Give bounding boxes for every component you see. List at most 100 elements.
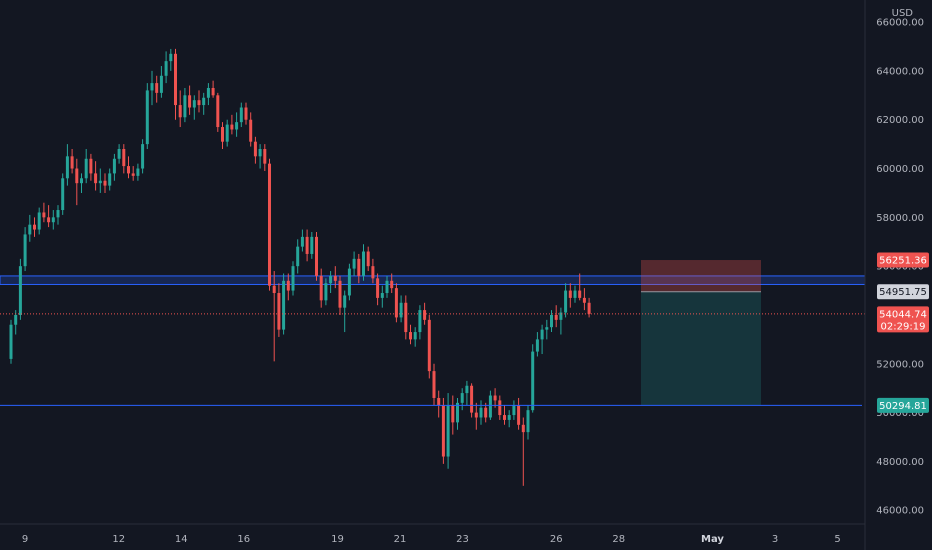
candle-body[interactable] bbox=[33, 224, 36, 230]
candle-body[interactable] bbox=[507, 415, 511, 420]
candle-body[interactable] bbox=[305, 236, 309, 254]
candle-body[interactable] bbox=[89, 158, 93, 174]
candle-body[interactable] bbox=[9, 324, 13, 359]
candle-body[interactable] bbox=[460, 393, 464, 403]
candle-body[interactable] bbox=[206, 87, 210, 98]
candle-body[interactable] bbox=[296, 246, 300, 267]
candle-body[interactable] bbox=[300, 236, 304, 247]
candle-body[interactable] bbox=[277, 293, 281, 330]
candle-body[interactable] bbox=[578, 290, 582, 298]
candle-body[interactable] bbox=[112, 158, 116, 174]
candle-body[interactable] bbox=[127, 166, 130, 174]
candle-body[interactable] bbox=[573, 290, 577, 298]
candle-body[interactable] bbox=[103, 180, 107, 186]
candle-body[interactable] bbox=[512, 405, 516, 416]
candle-body[interactable] bbox=[531, 351, 535, 411]
candle-body[interactable] bbox=[65, 156, 69, 179]
candle-body[interactable] bbox=[376, 278, 380, 298]
candle-body[interactable] bbox=[343, 295, 347, 308]
candle-body[interactable] bbox=[117, 149, 121, 159]
candle-body[interactable] bbox=[244, 107, 248, 120]
candle-body[interactable] bbox=[394, 288, 398, 318]
candle-body[interactable] bbox=[503, 415, 506, 420]
candle-body[interactable] bbox=[409, 332, 412, 340]
candle-body[interactable] bbox=[268, 163, 271, 286]
candle-body[interactable] bbox=[183, 95, 187, 118]
candle-body[interactable] bbox=[526, 410, 530, 433]
candle-body[interactable] bbox=[155, 83, 159, 93]
candle-body[interactable] bbox=[540, 329, 544, 340]
candle-body[interactable] bbox=[56, 210, 60, 218]
candle-body[interactable] bbox=[371, 266, 375, 279]
candle-body[interactable] bbox=[470, 385, 474, 413]
candle-body[interactable] bbox=[150, 83, 154, 91]
candle-body[interactable] bbox=[211, 87, 215, 96]
candle-body[interactable] bbox=[357, 258, 361, 276]
candle-body[interactable] bbox=[122, 149, 126, 167]
candle-body[interactable] bbox=[23, 234, 27, 267]
candle-body[interactable] bbox=[385, 280, 389, 294]
candle-body[interactable] bbox=[347, 268, 351, 296]
candle-body[interactable] bbox=[362, 251, 365, 276]
candle-body[interactable] bbox=[253, 141, 257, 157]
candle-body[interactable] bbox=[418, 310, 422, 333]
candle-body[interactable] bbox=[192, 100, 196, 108]
candle-body[interactable] bbox=[521, 424, 525, 433]
candle-body[interactable] bbox=[291, 266, 295, 291]
candle-body[interactable] bbox=[272, 285, 276, 294]
candle-body[interactable] bbox=[399, 302, 403, 318]
candle-body[interactable] bbox=[319, 275, 323, 301]
candle-body[interactable] bbox=[14, 314, 18, 325]
candle-body[interactable] bbox=[404, 302, 408, 333]
candle-body[interactable] bbox=[554, 314, 558, 320]
candle-body[interactable] bbox=[75, 168, 79, 184]
candle-body[interactable] bbox=[333, 275, 337, 281]
position-stop-zone[interactable] bbox=[641, 260, 761, 292]
candle-body[interactable] bbox=[239, 107, 243, 123]
candle-body[interactable] bbox=[517, 405, 521, 425]
candle-body[interactable] bbox=[310, 236, 314, 254]
candle-body[interactable] bbox=[352, 258, 356, 269]
candle-body[interactable] bbox=[451, 405, 455, 423]
candle-body[interactable] bbox=[47, 217, 51, 223]
candle-body[interactable] bbox=[108, 173, 112, 186]
candle-body[interactable] bbox=[84, 158, 88, 179]
candle-body[interactable] bbox=[164, 61, 168, 76]
candle-body[interactable] bbox=[498, 400, 502, 416]
candle-body[interactable] bbox=[423, 310, 427, 320]
candle-body[interactable] bbox=[70, 156, 74, 169]
candle-body[interactable] bbox=[98, 180, 102, 184]
candle-body[interactable] bbox=[141, 144, 145, 169]
candle-body[interactable] bbox=[366, 251, 370, 267]
candle-body[interactable] bbox=[282, 280, 286, 330]
candle-body[interactable] bbox=[286, 280, 290, 291]
candle-body[interactable] bbox=[159, 75, 163, 93]
candle-body[interactable] bbox=[225, 124, 229, 142]
candle-body[interactable] bbox=[432, 371, 436, 398]
candle-body[interactable] bbox=[230, 124, 234, 130]
candle-body[interactable] bbox=[427, 319, 431, 372]
candle-body[interactable] bbox=[441, 405, 445, 457]
candle-body[interactable] bbox=[315, 236, 318, 276]
candle-body[interactable] bbox=[324, 283, 328, 301]
candle-body[interactable] bbox=[169, 53, 173, 62]
candle-body[interactable] bbox=[390, 280, 394, 289]
candle-body[interactable] bbox=[535, 339, 539, 352]
candle-body[interactable] bbox=[145, 90, 149, 145]
candle-body[interactable] bbox=[37, 212, 41, 230]
candle-body[interactable] bbox=[582, 297, 586, 303]
candle-body[interactable] bbox=[80, 178, 83, 184]
candle-body[interactable] bbox=[131, 173, 135, 176]
candle-body[interactable] bbox=[550, 314, 553, 328]
candle-body[interactable] bbox=[329, 275, 333, 284]
candle-body[interactable] bbox=[197, 100, 201, 106]
candle-body[interactable] bbox=[338, 280, 342, 308]
candle-body[interactable] bbox=[178, 105, 182, 118]
candle-body[interactable] bbox=[28, 224, 32, 235]
candle-body[interactable] bbox=[493, 395, 497, 401]
candle-body[interactable] bbox=[216, 95, 220, 128]
candle-body[interactable] bbox=[380, 293, 384, 298]
candle-body[interactable] bbox=[263, 149, 267, 164]
